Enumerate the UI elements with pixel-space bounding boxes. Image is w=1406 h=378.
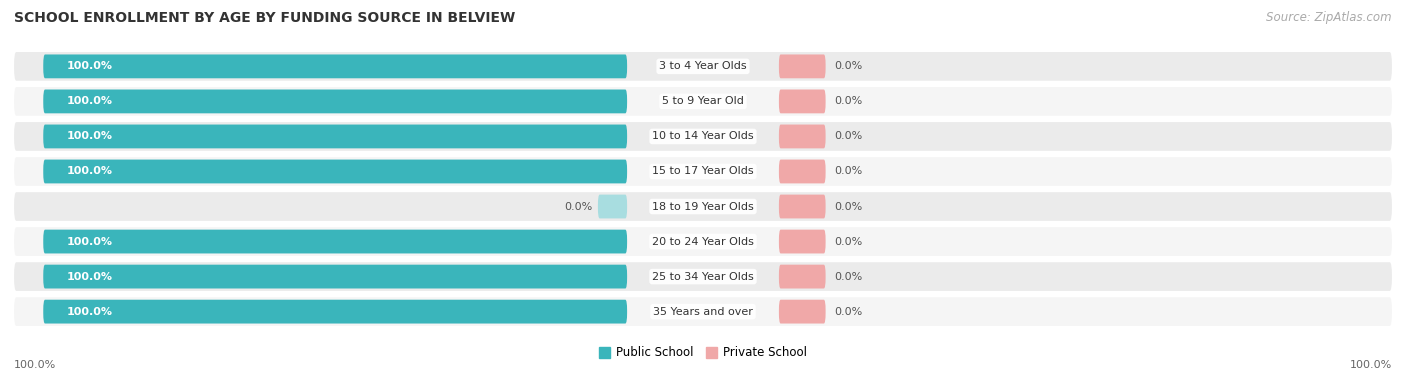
Text: 3 to 4 Year Olds: 3 to 4 Year Olds: [659, 61, 747, 71]
FancyBboxPatch shape: [779, 300, 825, 324]
Text: 20 to 24 Year Olds: 20 to 24 Year Olds: [652, 237, 754, 246]
FancyBboxPatch shape: [779, 90, 825, 113]
Text: 0.0%: 0.0%: [834, 307, 863, 317]
Text: 100.0%: 100.0%: [14, 361, 56, 370]
Text: 35 Years and over: 35 Years and over: [652, 307, 754, 317]
Text: 0.0%: 0.0%: [834, 61, 863, 71]
Text: 0.0%: 0.0%: [834, 132, 863, 141]
Text: 15 to 17 Year Olds: 15 to 17 Year Olds: [652, 166, 754, 177]
Legend: Public School, Private School: Public School, Private School: [593, 342, 813, 364]
Text: 100.0%: 100.0%: [1350, 361, 1392, 370]
FancyBboxPatch shape: [14, 297, 1392, 326]
Text: 0.0%: 0.0%: [834, 237, 863, 246]
FancyBboxPatch shape: [44, 300, 627, 324]
Text: 0.0%: 0.0%: [834, 201, 863, 212]
Text: 100.0%: 100.0%: [66, 307, 112, 317]
FancyBboxPatch shape: [44, 54, 627, 78]
FancyBboxPatch shape: [779, 195, 825, 218]
FancyBboxPatch shape: [14, 52, 1392, 81]
FancyBboxPatch shape: [44, 124, 627, 148]
Text: 18 to 19 Year Olds: 18 to 19 Year Olds: [652, 201, 754, 212]
FancyBboxPatch shape: [44, 230, 627, 254]
FancyBboxPatch shape: [44, 160, 627, 183]
FancyBboxPatch shape: [14, 87, 1392, 116]
Text: 100.0%: 100.0%: [66, 271, 112, 282]
Text: 0.0%: 0.0%: [834, 166, 863, 177]
FancyBboxPatch shape: [14, 157, 1392, 186]
Text: 100.0%: 100.0%: [66, 96, 112, 107]
FancyBboxPatch shape: [44, 90, 627, 113]
Text: 100.0%: 100.0%: [66, 237, 112, 246]
FancyBboxPatch shape: [779, 124, 825, 148]
FancyBboxPatch shape: [14, 192, 1392, 221]
FancyBboxPatch shape: [14, 227, 1392, 256]
Text: 100.0%: 100.0%: [66, 166, 112, 177]
FancyBboxPatch shape: [779, 230, 825, 254]
FancyBboxPatch shape: [779, 265, 825, 288]
Text: 10 to 14 Year Olds: 10 to 14 Year Olds: [652, 132, 754, 141]
FancyBboxPatch shape: [598, 195, 627, 218]
FancyBboxPatch shape: [779, 160, 825, 183]
Text: 0.0%: 0.0%: [834, 96, 863, 107]
FancyBboxPatch shape: [779, 54, 825, 78]
Text: SCHOOL ENROLLMENT BY AGE BY FUNDING SOURCE IN BELVIEW: SCHOOL ENROLLMENT BY AGE BY FUNDING SOUR…: [14, 11, 516, 25]
Text: 100.0%: 100.0%: [66, 132, 112, 141]
Text: 100.0%: 100.0%: [66, 61, 112, 71]
FancyBboxPatch shape: [14, 262, 1392, 291]
Text: 25 to 34 Year Olds: 25 to 34 Year Olds: [652, 271, 754, 282]
FancyBboxPatch shape: [44, 265, 627, 288]
FancyBboxPatch shape: [14, 122, 1392, 151]
Text: Source: ZipAtlas.com: Source: ZipAtlas.com: [1267, 11, 1392, 24]
Text: 5 to 9 Year Old: 5 to 9 Year Old: [662, 96, 744, 107]
Text: 0.0%: 0.0%: [834, 271, 863, 282]
Text: 0.0%: 0.0%: [564, 201, 592, 212]
